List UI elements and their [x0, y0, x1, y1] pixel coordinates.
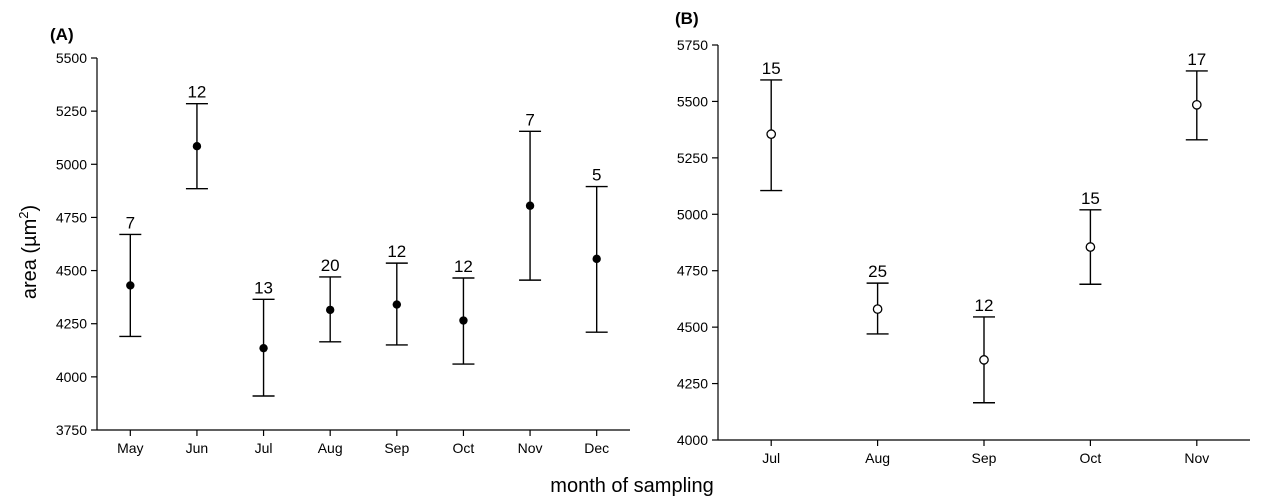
- panel-b: (B) 4000 4250 4500 4750 5000 5250 5500 5750 Jul Au…: [675, 9, 1250, 466]
- panel-b-mean-point: [1191, 99, 1202, 110]
- panel-a-y-tick-label: 5500: [56, 50, 87, 66]
- panel-b-mean-point: [1085, 242, 1096, 252]
- panel-b-mean-point: [979, 355, 989, 365]
- panel-b-x-tick-label: Aug: [865, 450, 890, 466]
- panel-b-y-tick-label: 5250: [677, 150, 708, 166]
- panel-b-n-label: 12: [975, 296, 994, 315]
- panel-a-x-tick-label: Aug: [318, 440, 343, 456]
- y-axis-title: area (µm2): [16, 205, 41, 299]
- panel-a-y-tick-label: 4750: [56, 209, 87, 225]
- panel-a-mean-point: [192, 142, 202, 151]
- panel-a-mean-point: [525, 201, 535, 210]
- panel-a-x-tick-label: Nov: [518, 440, 543, 456]
- panel-a-n-label: 5: [592, 166, 601, 185]
- panel-b-y-tick-label: 5500: [677, 93, 708, 109]
- panel-b-n-label: 17: [1187, 50, 1206, 69]
- x-axis-title: month of sampling: [550, 475, 713, 497]
- panel-a-x-tick-label: Dec: [584, 440, 609, 456]
- panel-a-x-tick-label: Jun: [186, 440, 209, 456]
- panel-a-mean-point: [592, 254, 601, 264]
- panel-a-n-label: 12: [387, 242, 406, 261]
- y-axis-title-superscript: 2: [16, 212, 31, 219]
- panel-b-y-tick-label: 4750: [677, 263, 708, 279]
- panel-a-n-label: 20: [321, 256, 340, 275]
- panel-a-mean-point: [392, 300, 402, 309]
- panel-b-mean-point: [872, 304, 883, 314]
- panel-b-y-tick-label: 5750: [677, 37, 708, 53]
- panel-a-n-label: 12: [187, 83, 206, 102]
- panel-b-mean-point: [766, 129, 777, 140]
- panel-b-y-tick-label: 5000: [677, 206, 708, 222]
- panel-b-x-tick-label: Sep: [972, 450, 997, 466]
- y-axis-title-main: area (µm: [19, 219, 41, 299]
- panel-a-x-tick-label: Sep: [384, 440, 409, 456]
- panel-a-mean-point: [126, 281, 135, 290]
- panel-b-x-tick-label: Jul: [762, 450, 780, 466]
- y-axis-title-close: ): [19, 205, 41, 212]
- panel-b-y-tick-label: 4000: [677, 432, 708, 448]
- panel-a-n-label: 7: [525, 110, 534, 129]
- panel-a-n-label: 7: [126, 213, 135, 232]
- panel-a-x-tick-label: Oct: [453, 440, 475, 456]
- panel-b-n-label: 25: [868, 262, 887, 281]
- panel-b-n-label: 15: [1081, 189, 1100, 208]
- panel-a-y-tick-label: 4500: [56, 263, 87, 279]
- panel-a-n-label: 12: [454, 257, 473, 276]
- panel-a: (A) 3750 4000 4250 4500 4750 5000 5250 5500 May Ju…: [50, 25, 630, 456]
- panel-a-y-tick-label: 5000: [56, 156, 87, 172]
- panel-a-mean-point: [259, 343, 268, 353]
- panel-b-label: (B): [675, 9, 699, 28]
- panel-a-y-tick-label: 5250: [56, 103, 87, 119]
- panel-a-x-tick-label: Jul: [255, 440, 273, 456]
- panel-b-y-tick-label: 4500: [677, 319, 708, 335]
- panel-b-x-tick-label: Nov: [1184, 450, 1209, 466]
- panel-a-y-tick-label: 3750: [56, 422, 87, 438]
- panel-b-x-tick-label: Oct: [1080, 450, 1102, 466]
- panel-a-label: (A): [50, 25, 74, 44]
- panel-a-y-tick-label: 4250: [56, 316, 87, 332]
- panel-a-n-label: 13: [254, 278, 273, 297]
- panel-a-x-tick-label: May: [117, 440, 143, 456]
- panel-b-n-label: 15: [762, 59, 781, 78]
- panel-a-mean-point: [325, 305, 335, 315]
- panel-b-y-tick-label: 4250: [677, 376, 708, 392]
- panel-a-y-tick-label: 4000: [56, 369, 87, 385]
- panel-a-mean-point: [459, 316, 468, 325]
